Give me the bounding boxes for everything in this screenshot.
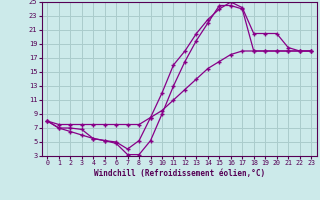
X-axis label: Windchill (Refroidissement éolien,°C): Windchill (Refroidissement éolien,°C) (94, 169, 265, 178)
